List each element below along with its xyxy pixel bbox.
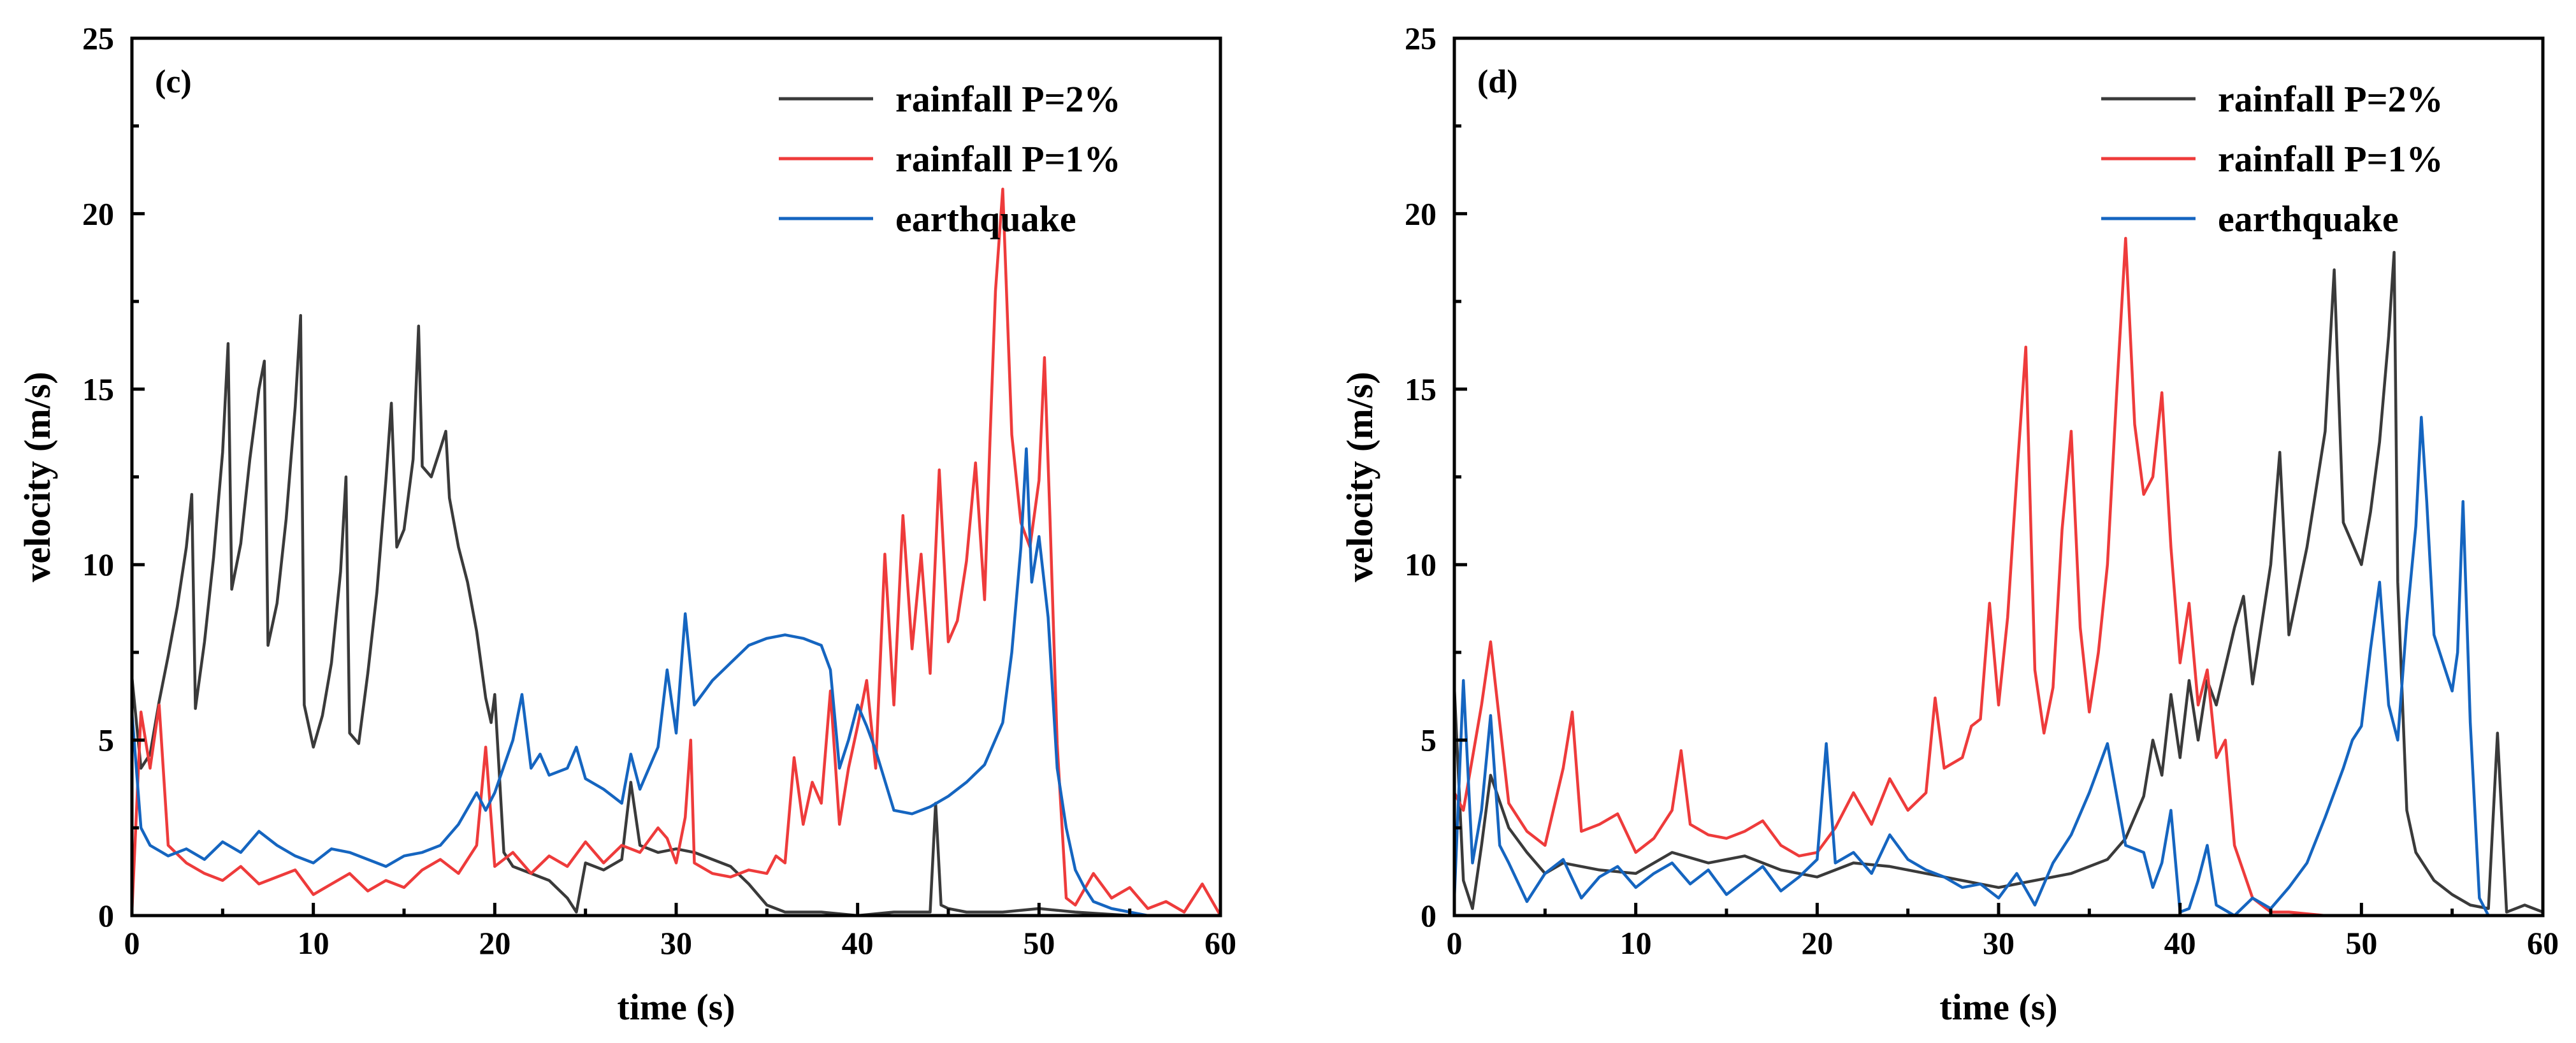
y-tick-label: 5 <box>98 723 114 758</box>
legend: rainfall P=2% rainfall P=1% earthquake <box>779 78 1121 240</box>
series-line-rainfall-p-1 <box>130 187 1222 917</box>
series-line-earthquake <box>130 447 1222 917</box>
x-tick-label: 30 <box>660 925 692 961</box>
legend-label: rainfall P=1% <box>895 138 1121 180</box>
x-axis-title: time (s) <box>617 986 735 1028</box>
y-tick-label: 10 <box>82 547 114 582</box>
y-tick-label: 10 <box>1405 547 1436 582</box>
legend-label: rainfall P=1% <box>2218 138 2443 180</box>
x-tick-label: 20 <box>479 925 510 961</box>
y-tick-label: 20 <box>1405 196 1436 231</box>
series-group <box>130 187 1222 917</box>
series-group <box>1452 236 2545 917</box>
x-tick-label: 20 <box>1801 925 1833 961</box>
y-tick-label: 15 <box>82 371 114 407</box>
y-tick-label: 20 <box>82 196 114 231</box>
series-line-rainfall-p-1 <box>1452 236 2545 917</box>
chart-panel-d: 0 10 20 30 40 50 60 0 5 10 15 20 25 time (s) velocity … <box>1339 20 2559 1028</box>
x-tick-label: 0 <box>124 925 140 961</box>
x-tick-label: 40 <box>842 925 874 961</box>
y-tick-label: 25 <box>1405 20 1436 56</box>
chart-panel-c: 0 10 20 30 40 50 60 0 5 10 15 20 25 time (s) velocity … <box>17 20 1236 1028</box>
x-tick-label: 30 <box>1983 925 2015 961</box>
y-tick-label: 5 <box>1421 723 1436 758</box>
series-line-rainfall-p-2 <box>1452 250 2545 914</box>
x-tick-label: 40 <box>2164 925 2196 961</box>
x-tick-label: 50 <box>2345 925 2377 961</box>
legend-label: earthquake <box>2218 198 2399 240</box>
y-axis-title: velocity (m/s) <box>1339 371 1380 582</box>
legend-label: rainfall P=2% <box>2218 78 2443 120</box>
legend-label: rainfall P=2% <box>895 78 1121 120</box>
series-line-rainfall-p-2 <box>130 313 1222 917</box>
y-axis-title: velocity (m/s) <box>17 371 58 582</box>
legend: rainfall P=2% rainfall P=1% earthquake <box>2101 78 2443 240</box>
panel-label: (c) <box>155 64 192 100</box>
x-tick-label: 10 <box>1620 925 1652 961</box>
x-tick-label: 0 <box>1447 925 1463 961</box>
x-tick-label: 60 <box>2527 925 2559 961</box>
legend-label: earthquake <box>895 198 1076 240</box>
x-tick-label: 60 <box>1205 925 1236 961</box>
x-tick-label: 10 <box>298 925 329 961</box>
y-tick-label: 0 <box>1421 898 1436 933</box>
series-line-earthquake <box>1452 415 2545 917</box>
y-tick-label: 25 <box>82 20 114 56</box>
x-axis-title: time (s) <box>1939 986 2057 1028</box>
y-tick-label: 0 <box>98 898 114 933</box>
panel-label: (d) <box>1477 64 1518 100</box>
y-tick-label: 15 <box>1405 371 1436 407</box>
x-tick-label: 50 <box>1023 925 1055 961</box>
